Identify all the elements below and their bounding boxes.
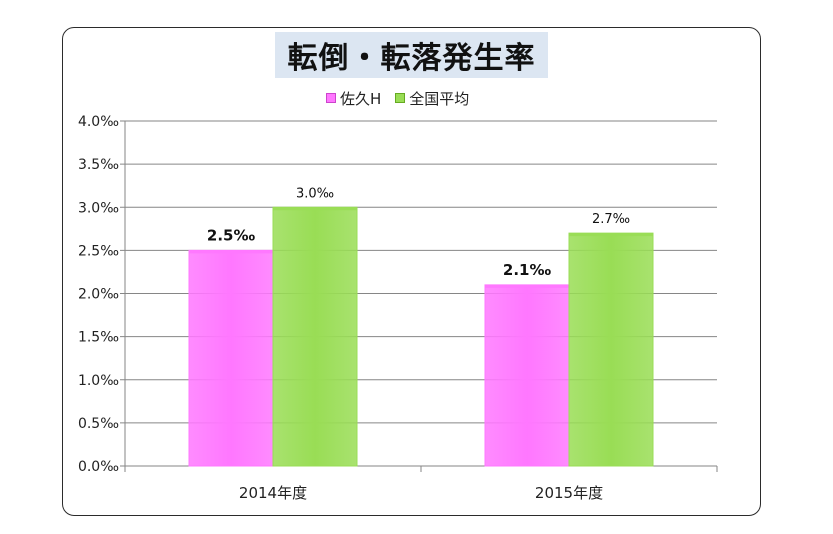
y-tick-label: 2.5‰	[78, 243, 119, 259]
legend-item-national-average: 全国平均	[395, 88, 469, 109]
legend-swatch-national-average	[395, 93, 406, 103]
chart-frame	[62, 27, 761, 516]
data-label: 3.0‰	[296, 186, 334, 201]
bar-sakuh	[484, 284, 570, 467]
y-tick-label: 0.5‰	[78, 416, 119, 432]
data-label: 2.1‰	[503, 261, 552, 279]
y-tick-label: 1.0‰	[78, 373, 119, 389]
bar-top-highlight	[189, 250, 273, 254]
x-tick-label: 2015年度	[535, 484, 603, 502]
legend-swatch-sakuh	[326, 93, 336, 103]
bar-national-average	[272, 206, 358, 467]
bar-top-highlight	[569, 233, 653, 237]
bar-top-highlight	[485, 284, 569, 288]
y-tick-label: 2.0‰	[78, 287, 119, 303]
legend-label-sakuh: 佐久H	[340, 89, 382, 108]
chart-title-box: 転倒・転落発生率	[275, 32, 548, 78]
y-tick-label: 1.5‰	[78, 330, 119, 346]
bar-top-highlight	[273, 207, 357, 211]
x-tick-label: 2014年度	[239, 484, 307, 502]
legend-label-national-average: 全国平均	[409, 89, 470, 108]
data-label: 2.5‰	[207, 226, 256, 244]
chart-title: 転倒・転落発生率	[287, 41, 536, 76]
y-tick-label: 3.5‰	[78, 157, 119, 173]
y-tick-label: 0.0‰	[78, 459, 119, 475]
bar-national-average	[568, 232, 654, 467]
data-label: 2.7‰	[592, 212, 630, 227]
bar-sakuh	[188, 249, 274, 467]
chart-legend: 佐久H 全国平均	[326, 88, 483, 108]
legend-item-sakuh: 佐久H	[326, 88, 381, 109]
y-tick-label: 4.0‰	[78, 114, 119, 130]
y-tick-label: 3.0‰	[78, 200, 119, 216]
